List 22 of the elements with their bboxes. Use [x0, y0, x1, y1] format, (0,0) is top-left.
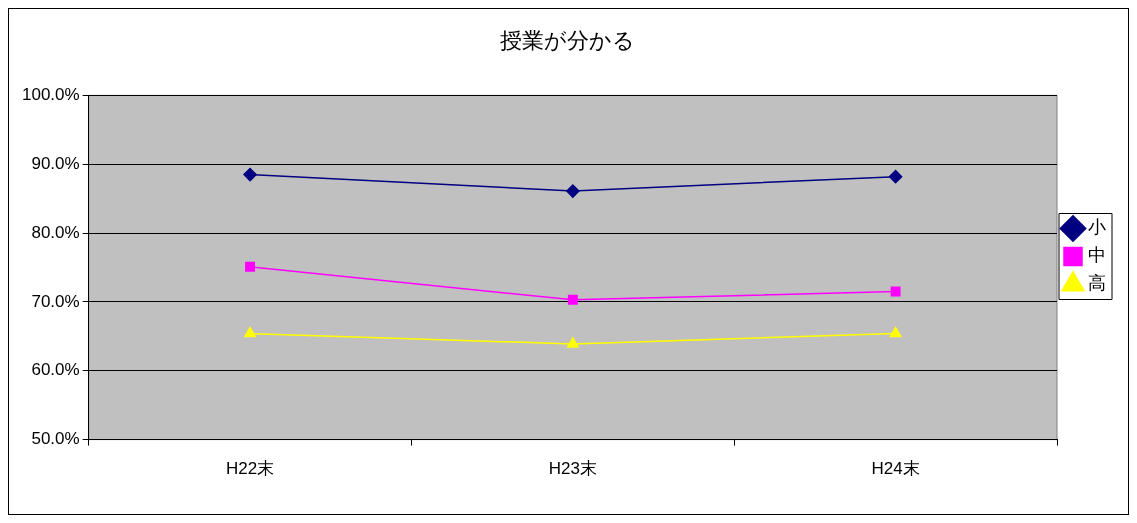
point: [245, 261, 256, 272]
x-tick-label: H23末: [548, 459, 597, 479]
y-tick-label: 70.0%: [31, 291, 80, 311]
point: [244, 326, 256, 338]
point: [889, 326, 902, 338]
y-tick-label: 100.0%: [21, 85, 80, 105]
point: [566, 184, 580, 198]
point: [243, 167, 257, 182]
point: [890, 286, 901, 297]
y-tick-label: 60.0%: [31, 360, 80, 380]
chart-title: 授業が分かる: [500, 28, 635, 54]
y-tick-label: 80.0%: [31, 222, 80, 242]
legend-label: 小: [1088, 217, 1106, 238]
y-tick-label: 50.0%: [31, 429, 80, 449]
x-tick-label: H22末: [225, 459, 275, 479]
legend-label: 中: [1088, 245, 1106, 266]
point: [566, 337, 579, 348]
x-tick-label: H24末: [871, 459, 920, 479]
legend-label: 高: [1088, 273, 1106, 294]
y-tick-label: 90.0%: [31, 153, 80, 173]
point: [567, 294, 578, 305]
point: [888, 169, 903, 184]
